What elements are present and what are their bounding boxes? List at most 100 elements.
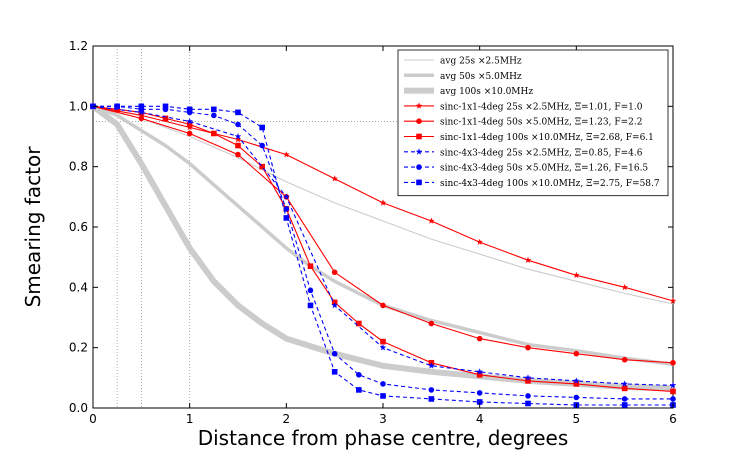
data-point — [427, 362, 435, 369]
data-point — [162, 115, 169, 122]
x-tick-label: 3 — [379, 412, 387, 426]
legend-label: sinc-4x3-4deg 25s ×2.5MHz, Ξ=0.85, F=4.6 — [440, 148, 643, 158]
axis-ticks: 0 1 2 3 4 5 6 0.0 0.2 0.4 0.6 0.8 1.0 1.2 — [69, 39, 677, 426]
data-point — [331, 301, 339, 309]
x-axis-label: Distance from phase centre, degrees — [198, 426, 569, 450]
data-point — [282, 150, 290, 158]
data-point — [356, 387, 362, 393]
legend-marker — [416, 118, 422, 124]
data-point — [307, 302, 314, 309]
data-point — [621, 402, 628, 408]
legend-marker — [415, 148, 423, 155]
y-tick-label: 0.8 — [69, 160, 88, 174]
data-point — [573, 350, 580, 357]
data-point — [283, 206, 290, 212]
y-tick-label: 0.4 — [69, 280, 88, 294]
data-point — [621, 385, 628, 392]
legend-label: sinc-1x1-4deg 50s ×5.0MHz, Ξ=1.23, F=2.2 — [440, 118, 642, 128]
data-point — [621, 283, 629, 291]
x-tick-label: 4 — [476, 412, 484, 426]
legend-marker — [415, 102, 423, 109]
data-point — [234, 135, 242, 143]
data-point — [235, 142, 241, 149]
legend-label: sinc-1x1-4deg 25s ×2.5MHz, Ξ=1.01, F=1.0 — [440, 102, 643, 112]
data-point — [670, 396, 676, 402]
y-tick-label: 0.6 — [69, 220, 88, 234]
data-point — [211, 130, 217, 137]
data-point — [669, 381, 677, 389]
data-point — [211, 106, 217, 113]
legend-label: avg 100s ×10.0MHz — [440, 87, 533, 97]
data-point — [670, 359, 676, 366]
data-point — [525, 344, 531, 351]
data-point — [379, 344, 387, 351]
legend-item: sinc-1x1-4deg 25s ×2.5MHz, Ξ=1.01, F=1.0 — [404, 102, 643, 112]
data-point — [234, 132, 242, 140]
legend-label: avg 25s ×2.5MHz — [440, 57, 522, 67]
data-point — [331, 175, 339, 182]
data-point — [524, 374, 532, 381]
data-point — [235, 109, 241, 116]
legend-item: sinc-1x1-4deg 100s ×10.0MHz, Ξ=2.68, F=6… — [404, 133, 654, 143]
legend-marker — [416, 164, 422, 170]
legend-box — [397, 49, 669, 197]
legend-item: sinc-4x3-4deg 25s ×2.5MHz, Ξ=0.85, F=4.6 — [404, 148, 643, 158]
data-point — [380, 393, 386, 399]
legend-item: avg 25s ×2.5MHz — [404, 57, 522, 67]
legend-item: avg 50s ×5.0MHz — [404, 72, 522, 82]
data-point — [356, 372, 362, 378]
data-point — [114, 103, 120, 110]
data-point — [428, 387, 435, 393]
legend-label: sinc-4x3-4deg 50s ×5.0MHz, Ξ=1.26, F=16.… — [440, 164, 648, 174]
data-point — [235, 121, 241, 128]
data-point — [621, 396, 628, 402]
data-point — [621, 356, 628, 363]
x-tick-label: 0 — [89, 412, 97, 426]
data-point — [572, 377, 580, 384]
data-point — [379, 199, 387, 206]
legend-marker — [416, 133, 422, 140]
legend-item: avg 100s ×10.0MHz — [404, 87, 533, 97]
data-point — [428, 320, 435, 327]
data-point — [573, 394, 580, 401]
y-axis-label: Smearing factor — [21, 146, 45, 308]
data-point — [380, 302, 386, 309]
data-point — [186, 106, 193, 113]
series-4 — [90, 103, 676, 366]
y-tick-label: 1.0 — [69, 99, 88, 113]
data-point — [525, 393, 531, 399]
x-tick-label: 2 — [283, 412, 291, 426]
series-0 — [92, 105, 674, 305]
data-point — [356, 320, 362, 327]
data-point — [186, 130, 193, 137]
legend: avg 25s ×2.5MHz avg 50s ×5.0MHz avg 100s ×… — [397, 49, 669, 197]
y-tick-label: 0.0 — [69, 401, 88, 415]
y-tick-label: 1.2 — [69, 39, 88, 53]
data-point — [162, 103, 169, 110]
data-point — [380, 381, 386, 387]
data-point — [669, 297, 677, 304]
data-point — [138, 115, 145, 122]
data-point — [307, 263, 314, 270]
data-point — [211, 112, 217, 119]
legend-label: sinc-4x3-4deg 100s ×10.0MHz, Ξ=2.75, F=5… — [440, 179, 660, 189]
data-point — [476, 238, 484, 246]
data-point — [670, 388, 676, 395]
data-point — [138, 103, 145, 110]
legend-item: sinc-4x3-4deg 100s ×10.0MHz, Ξ=2.75, F=5… — [404, 179, 660, 189]
data-point — [428, 396, 435, 402]
data-point — [476, 390, 483, 396]
series-line — [92, 105, 674, 305]
data-point — [282, 193, 290, 200]
legend-label: sinc-1x1-4deg 100s ×10.0MHz, Ξ=2.68, F=6… — [440, 133, 654, 143]
legend-item: sinc-4x3-4deg 50s ×5.0MHz, Ξ=1.26, F=16.… — [404, 164, 648, 174]
data-series — [89, 102, 677, 408]
data-point — [525, 400, 531, 407]
data-point — [331, 350, 338, 357]
legend-item: sinc-1x1-4deg 50s ×5.0MHz, Ξ=1.23, F=2.2 — [404, 118, 642, 128]
data-point — [380, 338, 386, 345]
legend-marker — [416, 179, 422, 186]
data-point — [259, 124, 265, 131]
data-point — [476, 335, 483, 342]
